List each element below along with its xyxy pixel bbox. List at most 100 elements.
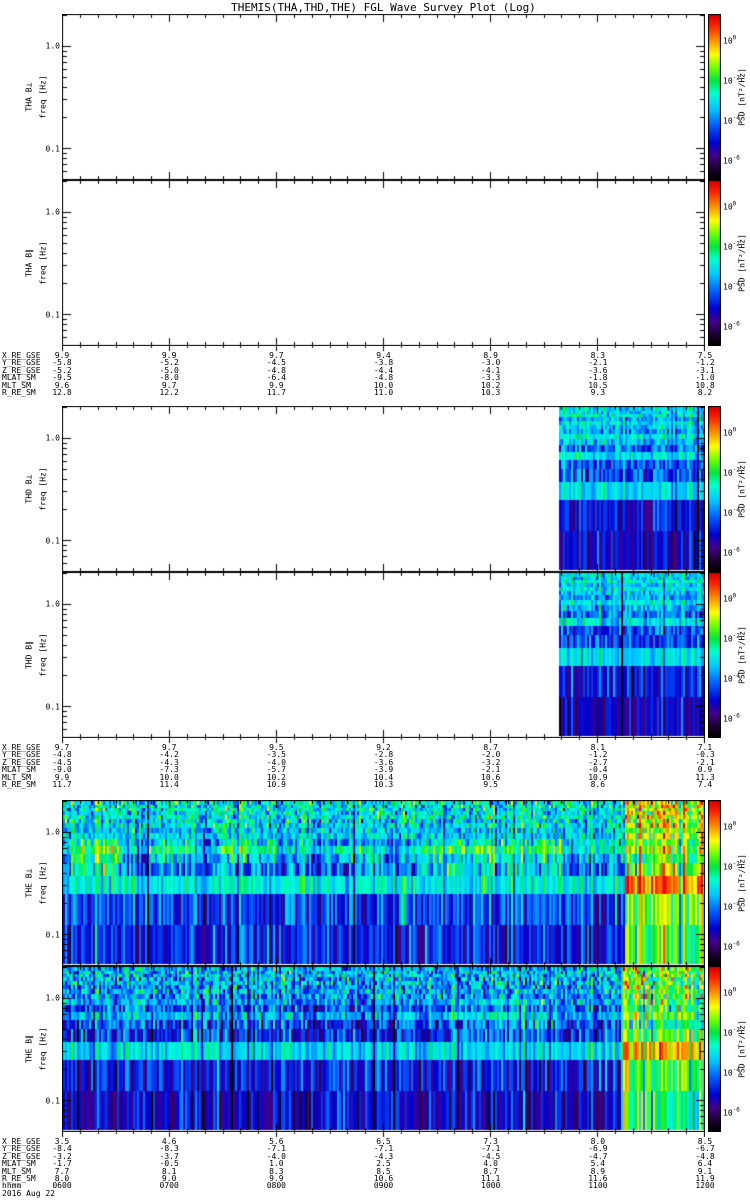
ephemeris-value: 8.9 — [590, 1166, 606, 1176]
colorbar-tick-label: 10-6 — [723, 154, 740, 166]
freq-tick-label: 1.0 — [45, 41, 60, 51]
ephemeris-value: -4.8 — [373, 373, 394, 383]
ephemeris-value: 8.3 — [269, 1166, 284, 1176]
colorbar-tick-label: 10-2 — [723, 240, 740, 252]
freq-tick-label: 0.1 — [45, 144, 60, 154]
ephemeris-value: 10.8 — [695, 380, 715, 390]
ephemeris-value: 0.9 — [697, 765, 713, 775]
ephemeris-value: -2.7 — [588, 757, 608, 767]
time-tick-label: 1200 — [695, 1181, 715, 1191]
spectrogram-canvas-0 — [62, 14, 705, 180]
ephemeris-value: -5.2 — [159, 358, 179, 368]
ephemeris-value: -4.7 — [588, 1151, 608, 1161]
ephemeris-row-label: MLT_SM — [2, 772, 31, 782]
ephemeris-value: -1.7 — [52, 1159, 72, 1169]
ephemeris-value: 3.5 — [54, 1137, 70, 1146]
ephemeris-value: -6.9 — [588, 1144, 608, 1154]
colorbar-tick-label: 10-2 — [723, 632, 740, 644]
ephemeris-row-label: MLT_SM — [2, 1166, 31, 1176]
ephemeris-value: 9.7 — [269, 351, 284, 360]
freq-axis-label: freq [Hz] — [38, 241, 48, 285]
colorbar-tick-label: 10-6 — [723, 1106, 740, 1118]
ephemeris-value: -8.0 — [159, 373, 179, 383]
freq-tick-label: 1.0 — [45, 827, 60, 837]
ephemeris-value: 10.3 — [481, 388, 501, 397]
ephemeris-row-label: X_RE_GSE — [2, 1137, 41, 1146]
freq-tick-label: 0.1 — [45, 536, 60, 546]
ephemeris-value: 7.3 — [483, 1137, 498, 1146]
ephemeris-value: -3.6 — [588, 365, 608, 375]
ephemeris-value: -3.5 — [266, 750, 286, 760]
colorbar-tick-label: 10-2 — [723, 466, 740, 478]
ephemeris-value: 10.5 — [588, 380, 608, 390]
colorbar-tick-label: 100 — [723, 986, 737, 998]
ephemeris-value: -9.0 — [52, 765, 72, 775]
ephemeris-row-label: R_RE_SM — [2, 1174, 36, 1183]
ephemeris-value: -5.0 — [159, 365, 179, 375]
ephemeris-value: 9.7 — [161, 380, 177, 390]
ephemeris-value: 9.9 — [269, 380, 284, 390]
freq-tick-label: 0.1 — [45, 310, 60, 320]
plot-title: THEMIS(THA,THD,THE) FGL Wave Survey Plot… — [231, 1, 536, 14]
ephemeris-value: -2.1 — [481, 765, 501, 775]
psd-axis-label: PSD [nT²/Hz] — [737, 1020, 747, 1078]
ephemeris-value: 11.4 — [159, 780, 179, 789]
ephemeris-value: -4.3 — [373, 1151, 394, 1161]
ephemeris-value: 8.7 — [483, 743, 498, 752]
ephemeris-value: -8.3 — [159, 1144, 179, 1154]
ephemeris-value: 11.9 — [695, 1174, 715, 1183]
ephemeris-value: -4.5 — [481, 1151, 501, 1161]
panel-label: THE B∥ — [24, 1034, 34, 1064]
ephemeris-value: -4.8 — [695, 1151, 715, 1161]
ephemeris-value: 5.6 — [269, 1137, 284, 1146]
ephemeris-value: -6.7 — [695, 1144, 715, 1154]
ephemeris-value: 8.5 — [376, 1166, 391, 1176]
ephemeris-value: 2.5 — [376, 1159, 391, 1169]
time-tick-strip-1 — [62, 738, 705, 744]
ephemeris-row-label: Z_RE_GSE — [2, 757, 41, 767]
colorbar-2 — [708, 406, 721, 572]
spectrogram-canvas-3 — [62, 572, 705, 738]
panel-label: THA B⊥ — [24, 82, 34, 112]
ephemeris-value: 11.7 — [52, 780, 72, 789]
freq-axis-label: freq [Hz] — [38, 75, 48, 119]
ephemeris-value: -4.1 — [481, 365, 501, 375]
freq-tick-label: 1.0 — [45, 207, 60, 217]
spectrogram-canvas-5 — [62, 966, 705, 1132]
freq-axis-label: freq [Hz] — [38, 861, 48, 905]
date-label: 2016 Aug 22 — [2, 1188, 55, 1198]
ephemeris-row-label: MLAT_SM — [2, 373, 36, 383]
ephemeris-value: 9.3 — [590, 388, 606, 397]
ephemeris-value: 9.6 — [54, 380, 70, 390]
spectrogram-canvas-4 — [62, 800, 705, 966]
ephemeris-value: -3.2 — [52, 1151, 72, 1161]
ephemeris-value: -5.7 — [266, 765, 286, 775]
panel-label: THE B⊥ — [24, 868, 34, 898]
time-tick-label: 1000 — [481, 1181, 501, 1191]
ephemeris-row-label: MLT_SM — [2, 380, 31, 390]
ephemeris-value: -2.1 — [588, 358, 608, 368]
psd-axis-label: PSD [nT²/Hz] — [737, 234, 747, 292]
ephemeris-value: 8.9 — [483, 351, 498, 360]
ephemeris-value: 10.4 — [373, 772, 394, 782]
ephemeris-value: -1.8 — [588, 373, 608, 383]
ephemeris-value: 11.6 — [588, 1174, 608, 1183]
freq-tick-label: 0.1 — [45, 702, 60, 712]
ephemeris-value: -7.1 — [373, 1144, 394, 1154]
ephemeris-value: 8.7 — [483, 1166, 498, 1176]
ephemeris-row-label: X_RE_GSE — [2, 743, 41, 752]
ephemeris-value: 8.1 — [590, 743, 606, 752]
ephemeris-value: -4.2 — [159, 750, 179, 760]
ephemeris-value: -1.2 — [695, 358, 715, 368]
colorbar-tick-label: 100 — [723, 820, 737, 832]
freq-axis-label: freq [Hz] — [38, 1027, 48, 1071]
ephemeris-row-label: R_RE_SM — [2, 780, 36, 789]
panel-label: THD B⊥ — [24, 474, 34, 504]
ephemeris-value: 7.7 — [54, 1166, 70, 1176]
colorbar-tick-label: 10-4 — [723, 1066, 740, 1078]
ephemeris-value: 4.0 — [483, 1159, 498, 1169]
colorbar-tick-label: 10-4 — [723, 280, 740, 292]
ephemeris-value: 9.7 — [161, 743, 177, 752]
colorbar-tick-label: 10-2 — [723, 1026, 740, 1038]
